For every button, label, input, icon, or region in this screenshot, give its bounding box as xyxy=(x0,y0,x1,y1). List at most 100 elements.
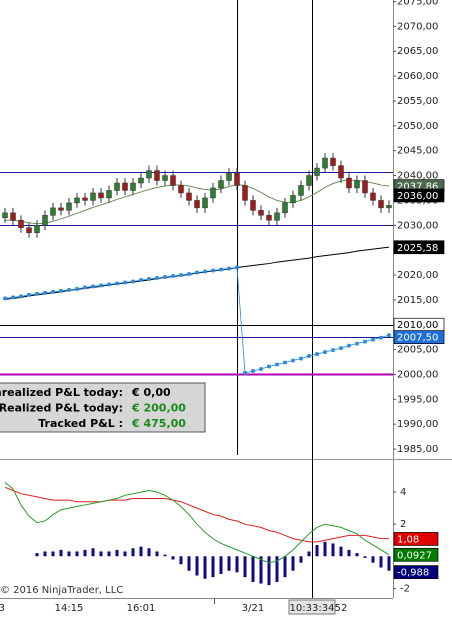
line-marker xyxy=(75,287,79,291)
candle-body xyxy=(170,175,176,186)
line-marker xyxy=(123,280,127,285)
candle-body xyxy=(26,227,32,233)
histogram-bar xyxy=(227,556,231,571)
price-tag xyxy=(393,188,445,203)
y-tick-label: 2050,00 xyxy=(397,121,438,132)
line-marker xyxy=(275,362,279,367)
candle-body xyxy=(330,157,336,166)
line-marker xyxy=(371,337,375,342)
y-tick-label: -2 xyxy=(400,583,410,594)
price-line xyxy=(5,179,390,225)
candle-body xyxy=(346,177,352,189)
line-marker xyxy=(307,354,311,358)
histogram-bar xyxy=(171,556,175,560)
histogram-bar xyxy=(291,556,295,571)
histogram-bar xyxy=(123,551,127,557)
y-tick-label: 2055,00 xyxy=(397,96,438,107)
histogram-bar xyxy=(147,548,151,557)
candle-body xyxy=(314,167,320,176)
histogram-bar xyxy=(35,553,39,557)
candle-body xyxy=(266,215,272,221)
histogram-bar xyxy=(331,543,335,557)
histogram-bar xyxy=(347,549,351,557)
line-marker xyxy=(235,265,239,270)
line-marker xyxy=(267,364,271,369)
candle-body xyxy=(322,157,328,169)
candle-body xyxy=(186,192,192,201)
candle-body xyxy=(282,202,288,214)
histogram-bar xyxy=(99,551,103,557)
y-tick-label: 2070,00 xyxy=(397,21,438,32)
histogram-bar xyxy=(251,556,255,582)
indicator-tag-label: 0,0927 xyxy=(397,550,432,561)
pnl-label: Tracked P&L : xyxy=(38,417,123,430)
candle-body xyxy=(98,192,104,199)
line-marker xyxy=(195,270,199,275)
histogram-bar xyxy=(51,551,55,557)
line-marker xyxy=(99,283,103,288)
candle-body xyxy=(386,205,392,209)
candle-body xyxy=(106,190,112,199)
candle-body xyxy=(50,207,56,216)
line-marker xyxy=(11,295,15,300)
price-tag-label: 2010,00 xyxy=(397,320,438,331)
y-tick-label: 2060,00 xyxy=(397,71,438,82)
histogram-bar xyxy=(235,556,239,573)
y-tick-label: 4 xyxy=(400,487,406,498)
histogram-bar xyxy=(195,556,199,576)
histogram-bar xyxy=(83,549,87,557)
price-tag-label: 2007,50 xyxy=(397,333,438,344)
histogram-bar xyxy=(283,556,287,578)
histogram-bar xyxy=(371,556,375,563)
candle-body xyxy=(306,175,312,186)
candle-body xyxy=(234,172,240,186)
candle-body xyxy=(218,180,224,189)
x-tick-label: 3/21 xyxy=(242,603,264,614)
histogram-bar xyxy=(67,551,71,557)
y-tick-label: 2005,00 xyxy=(397,345,438,356)
line-marker xyxy=(115,281,119,286)
price-tag-label: 2037,86 xyxy=(397,182,438,193)
candle-body xyxy=(194,200,200,209)
histogram-bar xyxy=(243,556,247,578)
candle-body xyxy=(66,202,72,211)
line-marker xyxy=(139,278,143,282)
histogram-bar xyxy=(203,556,207,579)
candle-body xyxy=(338,165,344,179)
candle-body xyxy=(154,170,160,181)
line-marker xyxy=(3,296,7,301)
pnl-value: € 0,00 xyxy=(131,386,171,399)
candle-body xyxy=(34,225,40,233)
y-tick-label: 1985,00 xyxy=(397,444,438,455)
candle-body xyxy=(242,185,248,201)
candle-body xyxy=(130,182,136,191)
candle-body xyxy=(202,197,208,209)
line-marker xyxy=(251,369,255,373)
histogram-bar xyxy=(139,546,143,557)
histogram-bar xyxy=(363,556,367,558)
line-marker xyxy=(43,291,47,295)
line-marker xyxy=(83,285,87,290)
pnl-value: € 200,00 xyxy=(131,402,186,415)
line-marker xyxy=(323,350,327,354)
line-marker xyxy=(315,352,319,356)
histogram-bar xyxy=(91,548,95,557)
line-marker xyxy=(163,275,167,279)
y-tick-label: 2000,00 xyxy=(397,369,438,380)
line-marker xyxy=(259,367,263,371)
line-marker xyxy=(179,273,183,277)
histogram-bar xyxy=(163,554,167,557)
candle-body xyxy=(162,175,168,181)
line-marker xyxy=(331,348,335,352)
candle-body xyxy=(362,180,368,194)
line-marker xyxy=(211,268,215,273)
histogram-bar xyxy=(267,556,271,586)
histogram-bar xyxy=(211,556,215,578)
pnl-label: Realized P&L today: xyxy=(0,402,123,415)
price-tag xyxy=(393,330,445,345)
candle-body xyxy=(10,212,16,221)
candle-body xyxy=(210,187,216,199)
y-tick-label: 2045,00 xyxy=(397,146,438,157)
histogram-bar xyxy=(387,556,391,571)
line-marker xyxy=(35,292,39,296)
